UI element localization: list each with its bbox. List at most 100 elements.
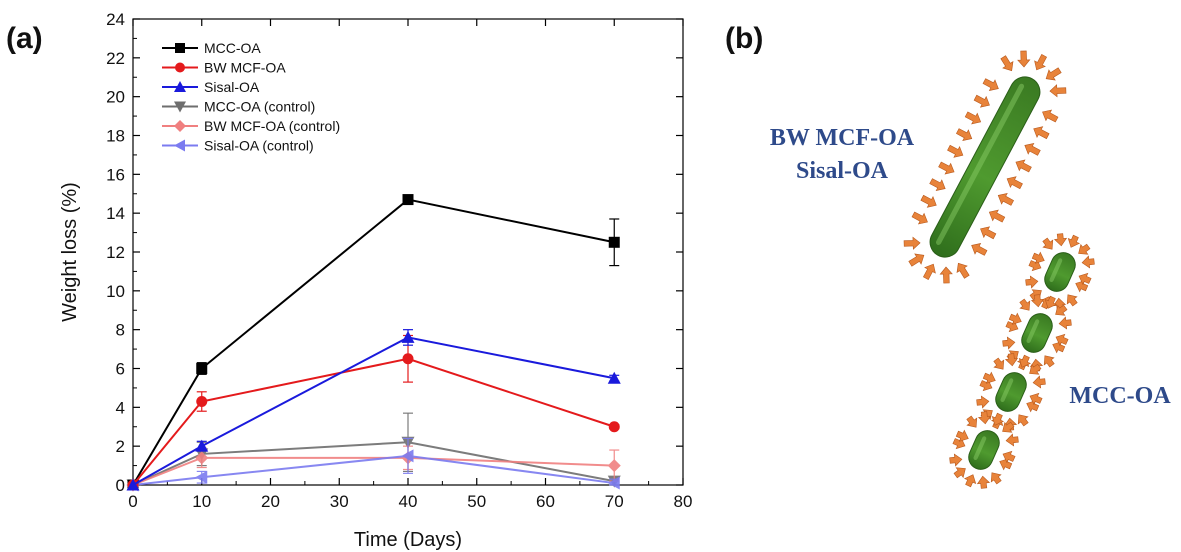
arrow-icon bbox=[956, 262, 970, 279]
arrow-icon bbox=[929, 178, 946, 192]
arrow-icon bbox=[982, 78, 999, 92]
arrow-icon bbox=[1045, 67, 1062, 81]
arrow-icon bbox=[1049, 84, 1067, 98]
x-tick-label: 20 bbox=[261, 492, 280, 511]
chart-legend: MCC-OA BW MCF-OA Sisal-OA MCC-OA (control) B… bbox=[162, 40, 340, 154]
arrow-icon bbox=[990, 472, 1002, 485]
arrow-icon bbox=[939, 266, 953, 284]
arrow-icon bbox=[1008, 312, 1022, 325]
arrow-icon bbox=[980, 226, 997, 240]
arrow-icon bbox=[1029, 363, 1042, 375]
data-point bbox=[195, 470, 208, 484]
legend-item: Sisal-OA (control) bbox=[162, 138, 314, 154]
diagram-label-sisal-oa: Sisal-OA bbox=[796, 158, 889, 184]
arrow-icon bbox=[1025, 275, 1039, 289]
y-tick-label: 22 bbox=[106, 49, 125, 68]
diagram-label-mcc-oa: MCC-OA bbox=[1069, 383, 1171, 409]
arrow-icon bbox=[1042, 237, 1054, 250]
rod-highlight bbox=[973, 436, 987, 461]
arrow-icon bbox=[1066, 294, 1078, 307]
arrow-icon bbox=[1055, 333, 1069, 347]
arrow-icon bbox=[1081, 255, 1095, 269]
y-tick-label: 24 bbox=[106, 10, 125, 29]
data-point bbox=[607, 476, 620, 490]
arrow-icon bbox=[1002, 421, 1015, 433]
arrow-icon bbox=[922, 263, 936, 281]
rod-highlight bbox=[936, 83, 1025, 245]
arrow-icon bbox=[955, 429, 969, 442]
arrow-icon bbox=[1031, 251, 1045, 264]
x-axis-ticks: 0 10 20 30 40 50 60 70 80 bbox=[128, 19, 692, 511]
short-fiber-body bbox=[1021, 313, 1053, 353]
arrow-icon bbox=[1018, 354, 1032, 368]
short-fiber-segments bbox=[968, 252, 1076, 470]
series-line bbox=[132, 336, 615, 486]
series-line bbox=[132, 198, 615, 486]
arrow-icon bbox=[964, 111, 982, 125]
legend-item: MCC-OA bbox=[162, 40, 261, 56]
data-point bbox=[195, 439, 209, 452]
long-fiber-body bbox=[929, 76, 1041, 258]
arrow-icon bbox=[991, 412, 1005, 426]
x-tick-label: 10 bbox=[192, 492, 211, 511]
fiber-diagram: BW MCF-OA Sisal-OA MCC-OA bbox=[770, 50, 1171, 489]
y-tick-label: 0 bbox=[116, 476, 125, 495]
data-point bbox=[608, 421, 620, 433]
arrow-icon bbox=[947, 144, 964, 158]
arrow-icon bbox=[1004, 353, 1019, 367]
arrow-icon bbox=[949, 453, 963, 467]
legend-marker bbox=[175, 62, 185, 73]
y-tick-label: 20 bbox=[106, 88, 125, 107]
arrow-icon bbox=[1078, 272, 1092, 286]
x-tick-label: 40 bbox=[399, 492, 418, 511]
arrow-icon bbox=[908, 253, 925, 267]
panel-label-a: (a) bbox=[6, 22, 43, 55]
arrow-icon bbox=[993, 357, 1005, 370]
data-point bbox=[402, 194, 414, 206]
series-line bbox=[132, 456, 615, 486]
arrow-icon bbox=[1058, 316, 1072, 330]
arrow-icon bbox=[1002, 450, 1016, 464]
arrow-icon bbox=[1033, 126, 1050, 140]
x-tick-label: 60 bbox=[536, 492, 555, 511]
rod-highlight bbox=[1000, 378, 1014, 403]
arrow-icon bbox=[973, 94, 990, 108]
arrow-icon bbox=[903, 236, 921, 250]
arrow-icon bbox=[1055, 304, 1068, 316]
y-axis-title: Weight loss (%) bbox=[59, 182, 81, 322]
x-tick-label: 50 bbox=[467, 492, 486, 511]
arrow-icon bbox=[1029, 392, 1043, 406]
arrow-icon bbox=[971, 242, 988, 256]
short-fiber-arrows bbox=[949, 233, 1095, 489]
arrow-icon bbox=[1053, 233, 1068, 247]
arrow-icon bbox=[920, 194, 937, 208]
x-axis-title: Time (Days) bbox=[354, 529, 462, 551]
arrow-icon bbox=[988, 209, 1006, 223]
arrow-icon bbox=[1019, 298, 1031, 311]
diagram-label-bw-mcf-oa: BW MCF-OA bbox=[770, 125, 915, 151]
legend-item: BW MCF-OA bbox=[162, 60, 286, 76]
arrow-icon bbox=[955, 128, 973, 142]
data-point bbox=[401, 330, 415, 343]
series-line bbox=[132, 454, 615, 486]
y-tick-label: 14 bbox=[106, 204, 125, 223]
legend-label: BW MCF-OA (control) bbox=[204, 118, 340, 134]
panel-label-b: (b) bbox=[725, 22, 763, 55]
data-point bbox=[126, 478, 140, 491]
arrow-icon bbox=[997, 192, 1015, 206]
y-tick-label: 10 bbox=[106, 282, 125, 301]
short-fiber-body bbox=[1044, 252, 1076, 292]
y-tick-label: 18 bbox=[106, 127, 125, 146]
data-point bbox=[608, 236, 620, 248]
x-tick-label: 70 bbox=[605, 492, 624, 511]
arrow-icon bbox=[1030, 294, 1045, 308]
long-fiber-arrows bbox=[903, 50, 1067, 284]
arrow-icon bbox=[1017, 414, 1029, 427]
legend-marker bbox=[175, 43, 185, 53]
y-tick-label: 6 bbox=[116, 360, 125, 379]
legend-marker bbox=[174, 120, 186, 132]
short-fiber-body bbox=[995, 372, 1027, 412]
